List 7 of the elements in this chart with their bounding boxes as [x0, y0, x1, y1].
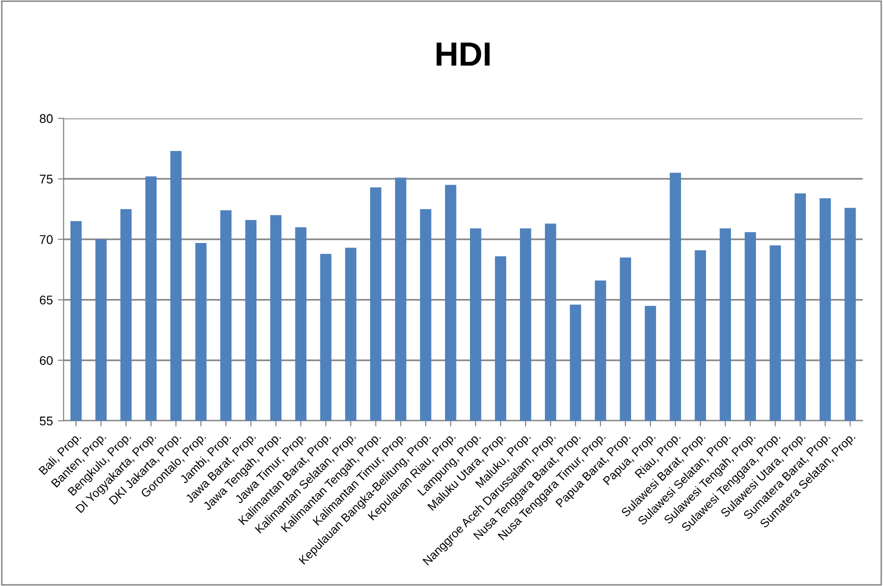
y-tick-label: 60: [40, 356, 53, 365]
y-tick-label: 55: [40, 416, 53, 426]
y-tick-label: 65: [40, 296, 53, 304]
y-tick-label: 70: [40, 235, 53, 244]
chart-title: HDI: [436, 42, 490, 66]
y-tick-label: 75: [40, 174, 53, 184]
y-tick-label: 80: [40, 114, 53, 124]
